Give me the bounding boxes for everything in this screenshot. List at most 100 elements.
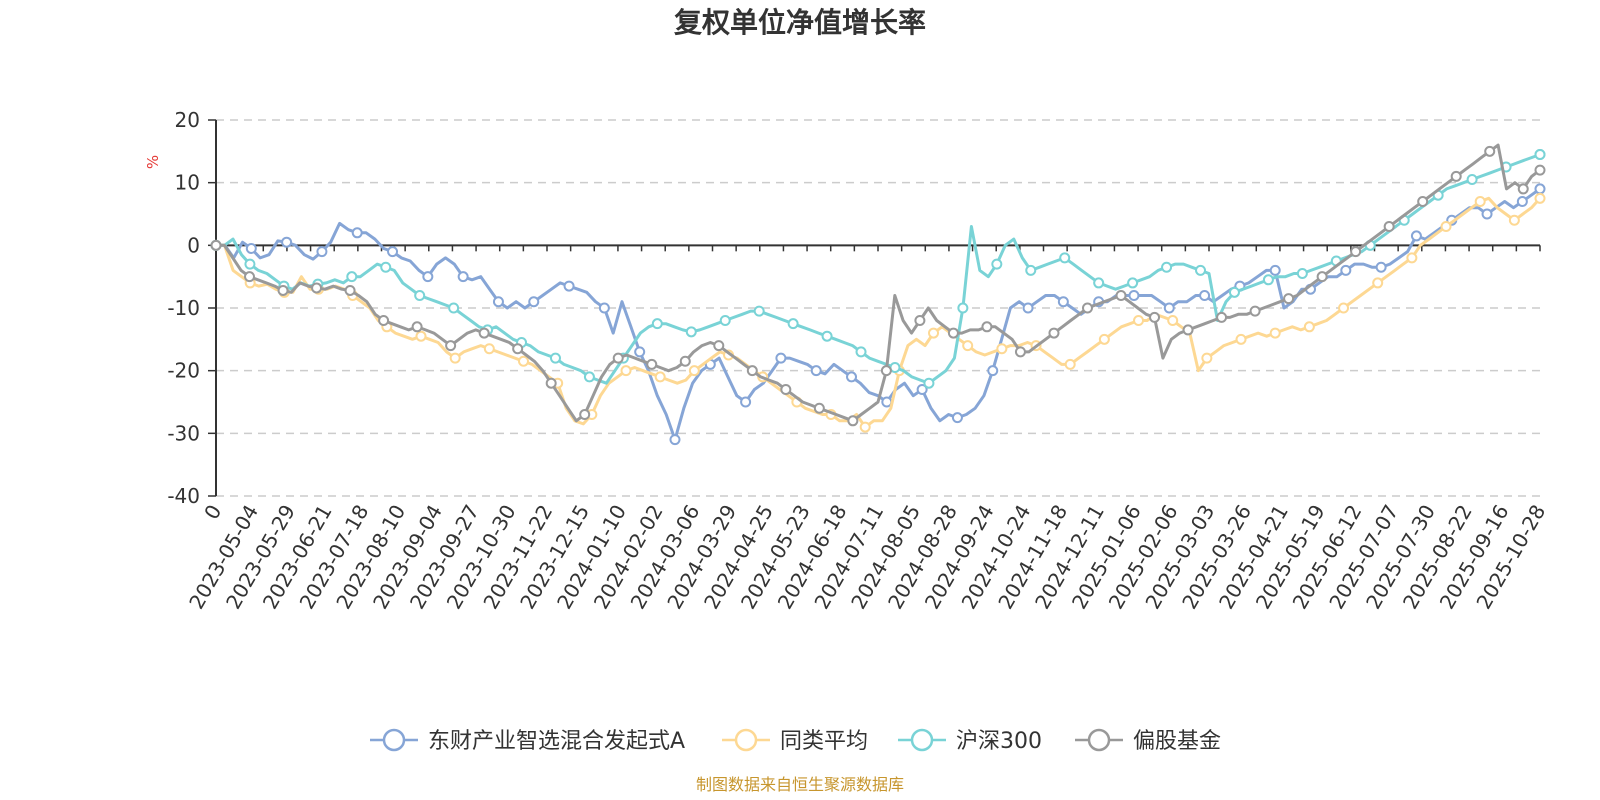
series-point xyxy=(244,258,256,270)
series-point xyxy=(753,305,765,317)
series-point xyxy=(1059,252,1071,264)
series-point xyxy=(1383,221,1395,233)
series-point xyxy=(449,352,461,364)
series-point xyxy=(810,365,822,377)
series-point xyxy=(579,409,591,421)
series-point xyxy=(740,396,752,408)
series-point xyxy=(346,271,358,283)
series-point xyxy=(1133,315,1145,327)
series-point xyxy=(1516,195,1528,207)
series-point xyxy=(483,343,495,355)
series-point xyxy=(387,246,399,258)
series-point xyxy=(651,318,663,330)
series-line-3 xyxy=(216,153,1541,385)
series-point xyxy=(1481,208,1493,220)
series-point xyxy=(713,340,725,352)
series-point xyxy=(646,358,658,370)
series-point xyxy=(981,321,993,333)
series-point xyxy=(351,227,363,239)
series-point xyxy=(1474,195,1486,207)
series-point xyxy=(746,365,758,377)
series-point xyxy=(1098,333,1110,345)
series-point xyxy=(991,258,1003,270)
series-point xyxy=(414,289,426,301)
series-point xyxy=(1372,277,1384,289)
series-point xyxy=(457,271,469,283)
grid xyxy=(216,119,1540,497)
series-point xyxy=(1163,302,1175,314)
series-point xyxy=(1199,289,1211,301)
series-point xyxy=(916,383,928,395)
series-point xyxy=(855,346,867,358)
y-axis-ticks: 20 10 0 -10 -20 -30 -40 xyxy=(167,108,216,508)
series-point xyxy=(654,371,666,383)
series-point xyxy=(1534,148,1546,160)
legend-item-3[interactable]: 沪深300 xyxy=(898,728,1042,754)
series-point xyxy=(1127,277,1139,289)
series-line-1 xyxy=(216,187,1541,442)
series-point xyxy=(928,327,940,339)
series-point xyxy=(1022,302,1034,314)
series-point xyxy=(244,271,256,283)
y-tick-label: -20 xyxy=(167,359,200,383)
series-point xyxy=(1466,174,1478,186)
series-point xyxy=(679,355,691,367)
series-point xyxy=(1182,324,1194,336)
series-point xyxy=(1534,164,1546,176)
series-point xyxy=(245,242,257,254)
series-point xyxy=(1508,214,1520,226)
series-point xyxy=(1484,145,1496,157)
series-point xyxy=(1534,183,1546,195)
series-point xyxy=(1048,327,1060,339)
series-point xyxy=(512,343,524,355)
series-point xyxy=(813,402,825,414)
series-point xyxy=(1195,264,1207,276)
series-point xyxy=(1450,170,1462,182)
series-point xyxy=(1201,352,1213,364)
series-point xyxy=(1115,289,1127,301)
series-point xyxy=(1517,183,1529,195)
y-tick-label: 20 xyxy=(175,108,200,132)
chart-title: 复权单位净值增长率 xyxy=(674,6,926,39)
series-point xyxy=(422,271,434,283)
series-point xyxy=(923,377,935,389)
x-tick-label: 0 xyxy=(199,501,226,524)
series-point xyxy=(1149,311,1161,323)
legend-label: 东财产业智选混合发起式A xyxy=(428,729,685,754)
y-tick-label: 10 xyxy=(175,171,200,195)
legend[interactable]: 东财产业智选混合发起式A 同类平均 沪深300 偏股基金 xyxy=(370,728,1221,754)
series-point xyxy=(1057,296,1069,308)
legend-item-1[interactable]: 东财产业智选混合发起式A xyxy=(370,728,685,754)
series-point xyxy=(787,318,799,330)
series-point xyxy=(563,280,575,292)
series-point xyxy=(1249,305,1261,317)
series-point xyxy=(448,302,460,314)
legend-item-4[interactable]: 偏股基金 xyxy=(1075,728,1221,754)
series-point xyxy=(1340,264,1352,276)
series-point xyxy=(1406,252,1418,264)
series-point xyxy=(1228,286,1240,298)
series-point xyxy=(859,421,871,433)
series-point xyxy=(846,371,858,383)
source-note: 制图数据来自恒生聚源数据库 xyxy=(696,775,904,794)
series-point xyxy=(962,340,974,352)
series-point xyxy=(1534,192,1546,204)
series-point xyxy=(281,236,293,248)
series-point xyxy=(780,383,792,395)
series-point xyxy=(518,355,530,367)
series-point xyxy=(1161,261,1173,273)
series-point xyxy=(277,284,289,296)
legend-label: 偏股基金 xyxy=(1133,729,1221,754)
legend-item-2[interactable]: 同类平均 xyxy=(722,728,868,754)
series-point xyxy=(378,315,390,327)
series-point xyxy=(1235,333,1247,345)
series-point xyxy=(1269,264,1281,276)
series-point xyxy=(344,284,356,296)
series-point xyxy=(1093,277,1105,289)
series-point xyxy=(775,352,787,364)
series-point xyxy=(380,261,392,273)
series-point xyxy=(685,326,697,338)
series-point xyxy=(311,282,323,294)
series-point xyxy=(996,343,1008,355)
